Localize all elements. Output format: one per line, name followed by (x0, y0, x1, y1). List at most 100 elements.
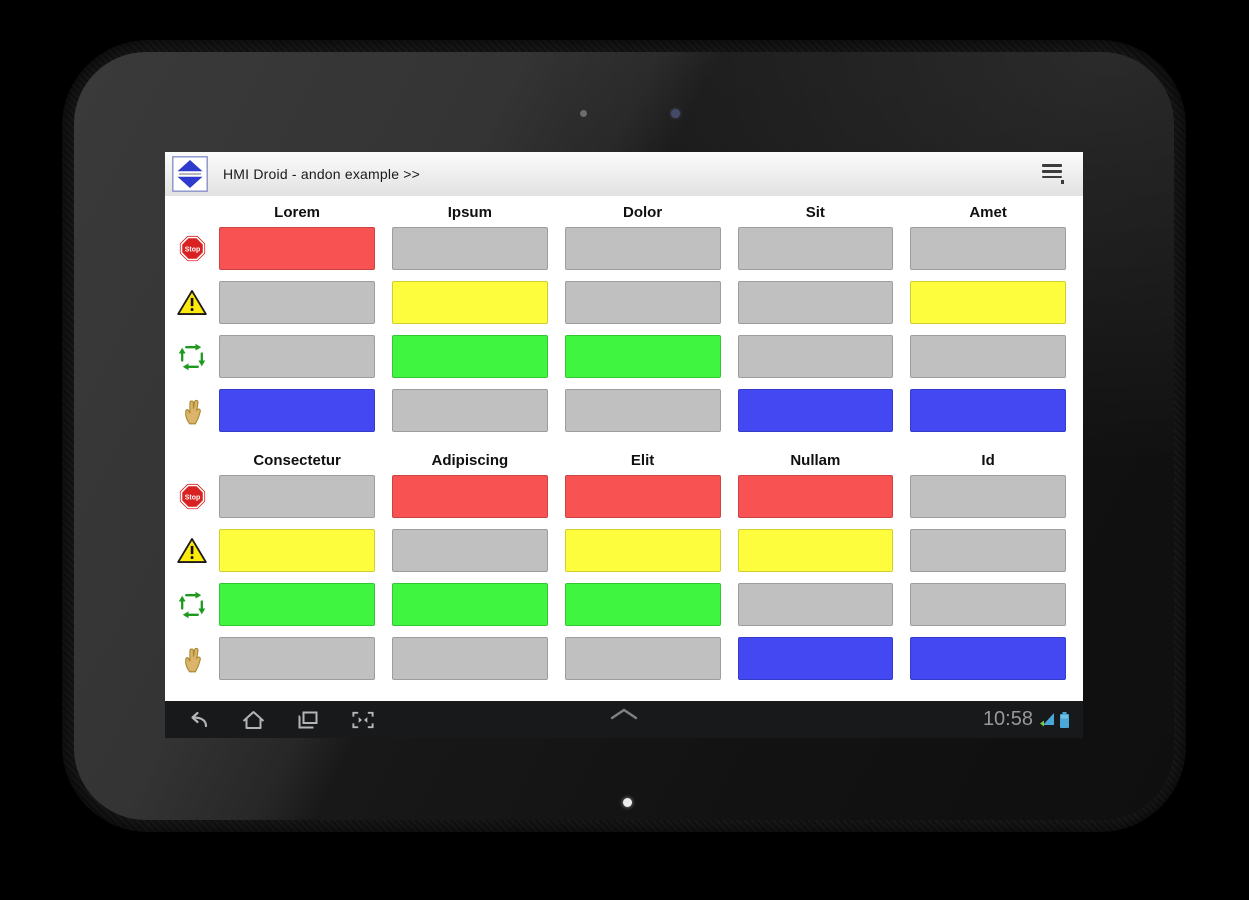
andon-cell (219, 389, 375, 432)
andon-cell (737, 637, 894, 680)
andon-cell (219, 529, 375, 572)
column-header: Adipiscing (431, 452, 509, 469)
clock: 10:58 (982, 708, 1033, 730)
wifi-icon (1040, 713, 1054, 727)
andon-cell (391, 389, 548, 432)
header-spacer (165, 450, 219, 472)
andon-cell (737, 475, 894, 518)
stop-icon: Stop (165, 475, 219, 518)
andon-cell (564, 389, 721, 432)
hand-icon (165, 389, 219, 432)
tablet-screen: HMI Droid - andon example >> Lorem Ipsum D… (165, 152, 1083, 738)
column-header: Amet (969, 204, 1007, 221)
andon-cell (219, 335, 375, 378)
andon-cell (219, 583, 375, 626)
andon-cell (910, 227, 1067, 270)
andon-row: Stop (165, 475, 1083, 518)
andon-cell (219, 637, 375, 680)
action-bar: HMI Droid - andon example >> (165, 152, 1083, 197)
andon-row (165, 335, 1083, 378)
front-camera-icon (671, 109, 680, 118)
andon-cell (391, 227, 548, 270)
andon-cell (910, 637, 1067, 680)
hmi-droid-logo[interactable] (172, 156, 208, 192)
column-header: Sit (805, 204, 825, 221)
andon-row (165, 281, 1083, 324)
overflow-menu-icon[interactable] (1035, 161, 1069, 187)
andon-cell (910, 475, 1067, 518)
andon-cell (910, 281, 1067, 324)
column-header: Consectetur (253, 452, 341, 469)
andon-cell (910, 529, 1067, 572)
andon-cell (564, 475, 721, 518)
andon-row (165, 389, 1083, 432)
column-header: Ipsum (447, 204, 492, 221)
andon-cell (737, 389, 894, 432)
warning-icon (165, 529, 219, 572)
andon-cell (564, 583, 721, 626)
svg-text:Stop: Stop (184, 494, 199, 501)
column-header: Elit (630, 452, 655, 469)
header-spacer (165, 202, 219, 224)
system-nav-bar: 10:58 (165, 701, 1083, 738)
andon-row (165, 529, 1083, 572)
status-area: 10:58 (983, 701, 1070, 738)
andon-cell (391, 475, 548, 518)
andon-cell (737, 281, 894, 324)
recents-icon[interactable] (295, 708, 321, 732)
andon-row (165, 583, 1083, 626)
screenshot-icon[interactable] (350, 708, 376, 732)
chevron-up-icon[interactable] (604, 707, 644, 726)
andon-cell (391, 583, 548, 626)
andon-cell (219, 475, 375, 518)
andon-cell (564, 227, 721, 270)
column-header-row: Consectetur Adipiscing Elit Nullam Id (165, 450, 1083, 472)
andon-cell (910, 335, 1067, 378)
andon-row: Stop (165, 227, 1083, 270)
home-icon[interactable] (240, 708, 266, 732)
cycle-icon (165, 583, 219, 626)
andon-row (165, 637, 1083, 680)
stop-icon: Stop (165, 227, 219, 270)
andon-section: Lorem Ipsum Dolor Sit Amet Stop (165, 202, 1083, 443)
andon-cell (564, 281, 721, 324)
andon-cell (564, 335, 721, 378)
svg-text:Stop: Stop (184, 246, 199, 253)
menu-bar (1042, 175, 1062, 179)
andon-cell (219, 227, 375, 270)
andon-cell (564, 529, 721, 572)
light-sensor-dot (580, 110, 587, 117)
column-header: Id (981, 452, 995, 469)
andon-cell (391, 281, 548, 324)
column-header: Nullam (790, 452, 841, 469)
andon-section: Consectetur Adipiscing Elit Nullam Id Stop (165, 450, 1083, 691)
cycle-icon (165, 335, 219, 378)
warning-icon (165, 281, 219, 324)
andon-cell (219, 281, 375, 324)
menu-bar (1042, 164, 1062, 167)
column-header: Lorem (274, 204, 321, 221)
hand-icon (165, 637, 219, 680)
column-header: Dolor (623, 204, 663, 221)
andon-board: Lorem Ipsum Dolor Sit Amet Stop Consectetur Adi… (165, 196, 1083, 701)
andon-cell (737, 529, 894, 572)
menu-dot (1060, 180, 1064, 184)
app-title: HMI Droid - andon example >> (223, 166, 421, 182)
nav-buttons (165, 708, 376, 732)
andon-cell (910, 389, 1067, 432)
menu-bar (1042, 170, 1062, 173)
andon-cell (737, 227, 894, 270)
andon-cell (391, 335, 548, 378)
back-icon[interactable] (185, 708, 211, 732)
microphone-dot (623, 798, 632, 807)
battery-icon (1060, 711, 1069, 728)
tablet-device: HMI Droid - andon example >> Lorem Ipsum D… (62, 40, 1186, 832)
andon-cell (564, 637, 721, 680)
andon-cell (737, 335, 894, 378)
andon-cell (737, 583, 894, 626)
andon-cell (391, 637, 548, 680)
column-header-row: Lorem Ipsum Dolor Sit Amet (165, 202, 1083, 224)
andon-cell (391, 529, 548, 572)
andon-cell (910, 583, 1067, 626)
